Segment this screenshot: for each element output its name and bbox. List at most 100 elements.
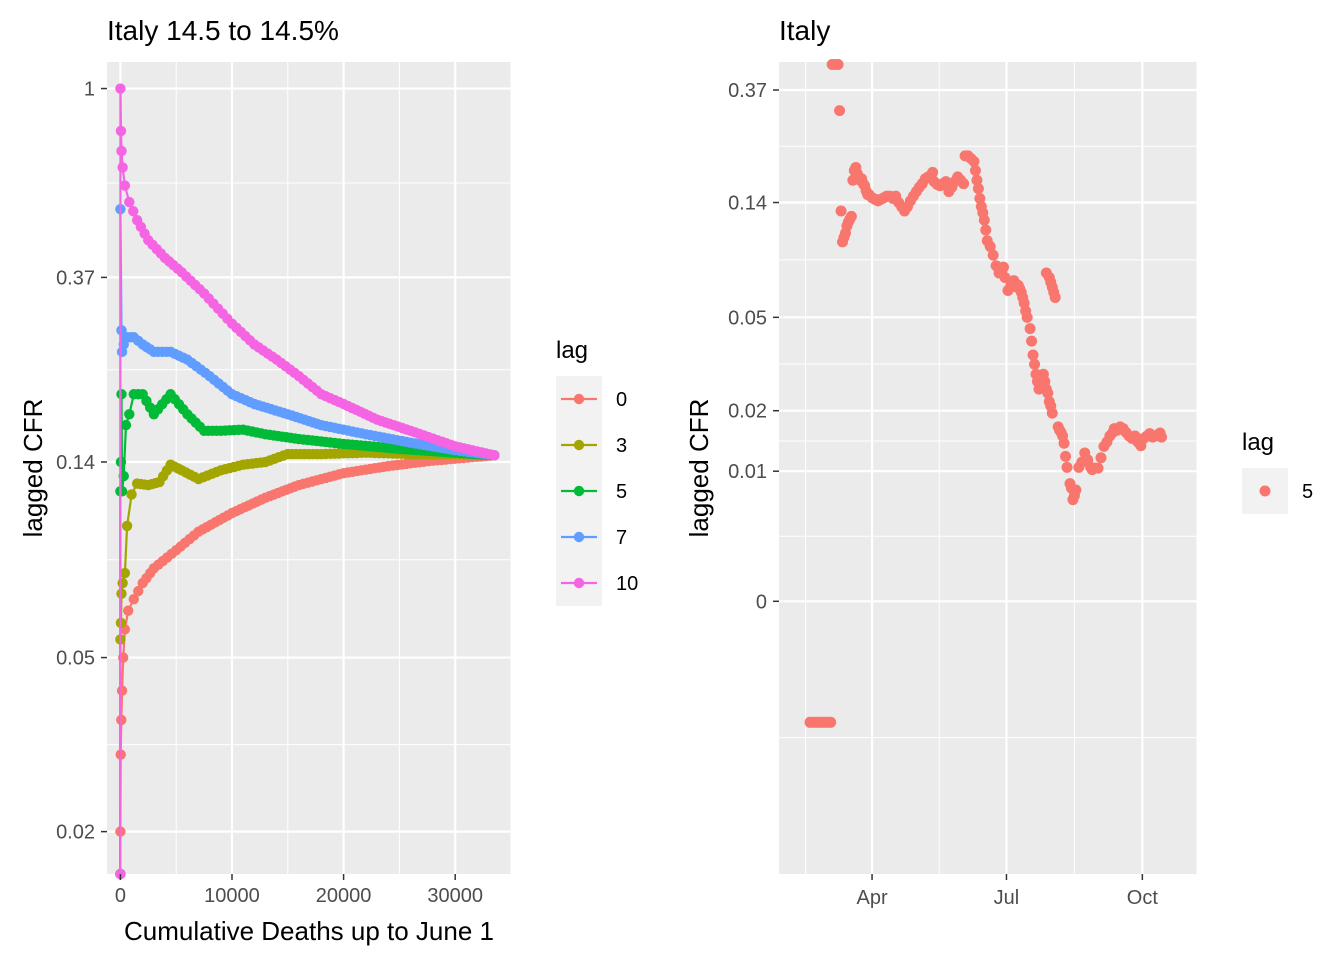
- right-y-tick-label: 0.37: [728, 80, 767, 102]
- left-data-point: [124, 196, 135, 208]
- right-data-point: [1046, 407, 1058, 419]
- right-data-point: [998, 261, 1010, 273]
- left-data-point: [117, 577, 128, 589]
- left-y-axis: 0.02 0.05 0.14 0.37 1: [56, 79, 107, 844]
- right-data-point: [832, 59, 844, 71]
- right-data-point: [1070, 484, 1082, 496]
- left-data-point: [120, 419, 132, 431]
- left-data-point: [119, 180, 131, 191]
- left-data-point: [489, 450, 500, 461]
- left-legend-key-point: [573, 531, 585, 543]
- left-data-point: [116, 685, 128, 696]
- right-data-point: [834, 105, 846, 117]
- right-data-point: [1156, 431, 1168, 443]
- right-y-axis: 0 0.01 0.02 0.05 0.14 0.37: [728, 80, 779, 613]
- left-x-axis-label: Cumulative Deaths up to June 1: [124, 916, 494, 946]
- left-y-tick-label: 0.02: [56, 822, 95, 844]
- right-data-point: [1027, 349, 1039, 361]
- left-x-axis: 0 10000 20000 30000: [115, 874, 483, 907]
- right-data-point: [1026, 335, 1038, 347]
- right-data-point: [1049, 292, 1061, 304]
- right-data-point: [980, 224, 992, 236]
- right-y-tick-label: 0.01: [728, 461, 767, 483]
- left-data-point: [128, 205, 139, 217]
- right-data-point: [968, 156, 980, 168]
- right-chart-title: Italy: [779, 15, 830, 46]
- left-y-axis-label: lagged CFR: [18, 399, 48, 538]
- left-y-tick-label: 0.37: [56, 267, 95, 289]
- left-data-point: [119, 567, 131, 579]
- right-legend-title: lag: [1242, 429, 1274, 456]
- right-data-point: [835, 205, 847, 217]
- left-x-tick-label: 10000: [204, 885, 260, 907]
- right-y-tick-label: 0.14: [728, 193, 767, 215]
- left-x-tick-label: 20000: [316, 885, 372, 907]
- right-data-point: [927, 166, 939, 178]
- right-legend: lag 5: [1242, 429, 1313, 514]
- right-data-point: [825, 716, 837, 728]
- left-chart: Italy 14.5 to 14.5% 0.02 0.05 0.14 0.37 1 0 1…: [18, 15, 638, 946]
- left-legend-key-point: [573, 439, 585, 451]
- right-data-point: [1042, 387, 1054, 399]
- right-data-point: [1060, 450, 1072, 462]
- left-chart-title: Italy 14.5 to 14.5%: [107, 15, 339, 46]
- right-data-point: [971, 174, 983, 186]
- right-plot-panel: [779, 62, 1197, 874]
- left-x-tick-label: 30000: [427, 885, 483, 907]
- left-y-tick-label: 0.05: [56, 648, 95, 670]
- right-data-point: [972, 183, 984, 195]
- left-legend-key-point: [573, 577, 585, 589]
- left-data-point: [116, 588, 127, 599]
- right-chart: Italy 0 0.01 0.02 0.05 0.14 0.37 Apr Jul Oct la…: [684, 15, 1313, 909]
- right-data-point: [984, 241, 996, 253]
- left-legend-key-point: [573, 393, 585, 405]
- left-data-point: [133, 585, 144, 597]
- right-data-point: [999, 271, 1011, 283]
- right-x-tick-label: Jul: [994, 887, 1020, 909]
- right-series-group: [804, 59, 1168, 728]
- left-x-tick-label: 0: [115, 885, 126, 907]
- right-data-point: [1061, 461, 1073, 473]
- left-legend: lag 0 3 5 7 10: [556, 337, 638, 606]
- right-data-point: [1024, 323, 1036, 335]
- left-legend-label: 10: [616, 573, 638, 595]
- right-data-point: [1095, 452, 1107, 464]
- right-y-tick-label: 0.02: [728, 401, 767, 423]
- right-series-lag-5: [804, 59, 1168, 728]
- left-data-point: [115, 83, 126, 94]
- right-data-point: [1021, 311, 1033, 323]
- left-data-point: [116, 325, 127, 336]
- right-x-tick-label: Oct: [1127, 887, 1159, 909]
- left-legend-key-point: [573, 485, 585, 497]
- left-series-lag-10: [115, 83, 500, 880]
- left-data-point: [117, 162, 128, 173]
- left-data-point: [128, 593, 139, 605]
- right-y-tick-label: 0.05: [728, 307, 767, 329]
- left-legend-title: lag: [556, 337, 588, 364]
- right-legend-key-point: [1259, 485, 1271, 497]
- left-legend-label: 7: [616, 527, 627, 549]
- right-data-point: [845, 210, 857, 222]
- left-legend-label: 5: [616, 481, 627, 503]
- right-data-point: [969, 165, 981, 177]
- right-legend-label: 5: [1302, 481, 1313, 503]
- right-data-point: [987, 249, 999, 261]
- right-y-axis-label: lagged CFR: [684, 399, 714, 538]
- right-data-point: [958, 178, 970, 190]
- left-data-point: [126, 489, 137, 500]
- left-legend-label: 0: [616, 389, 627, 411]
- left-legend-label: 3: [616, 435, 627, 457]
- left-data-point: [116, 389, 127, 400]
- left-data-point: [116, 486, 128, 497]
- right-data-point: [1058, 437, 1070, 449]
- right-data-point: [1092, 462, 1104, 474]
- right-x-tick-label: Apr: [856, 887, 887, 909]
- left-data-point: [116, 145, 127, 157]
- left-y-tick-label: 1: [84, 79, 95, 101]
- left-data-point: [121, 520, 133, 532]
- left-data-point: [124, 409, 135, 420]
- right-y-tick-label: 0: [756, 591, 767, 613]
- left-data-point: [123, 605, 134, 616]
- right-x-axis: Apr Jul Oct: [856, 874, 1158, 909]
